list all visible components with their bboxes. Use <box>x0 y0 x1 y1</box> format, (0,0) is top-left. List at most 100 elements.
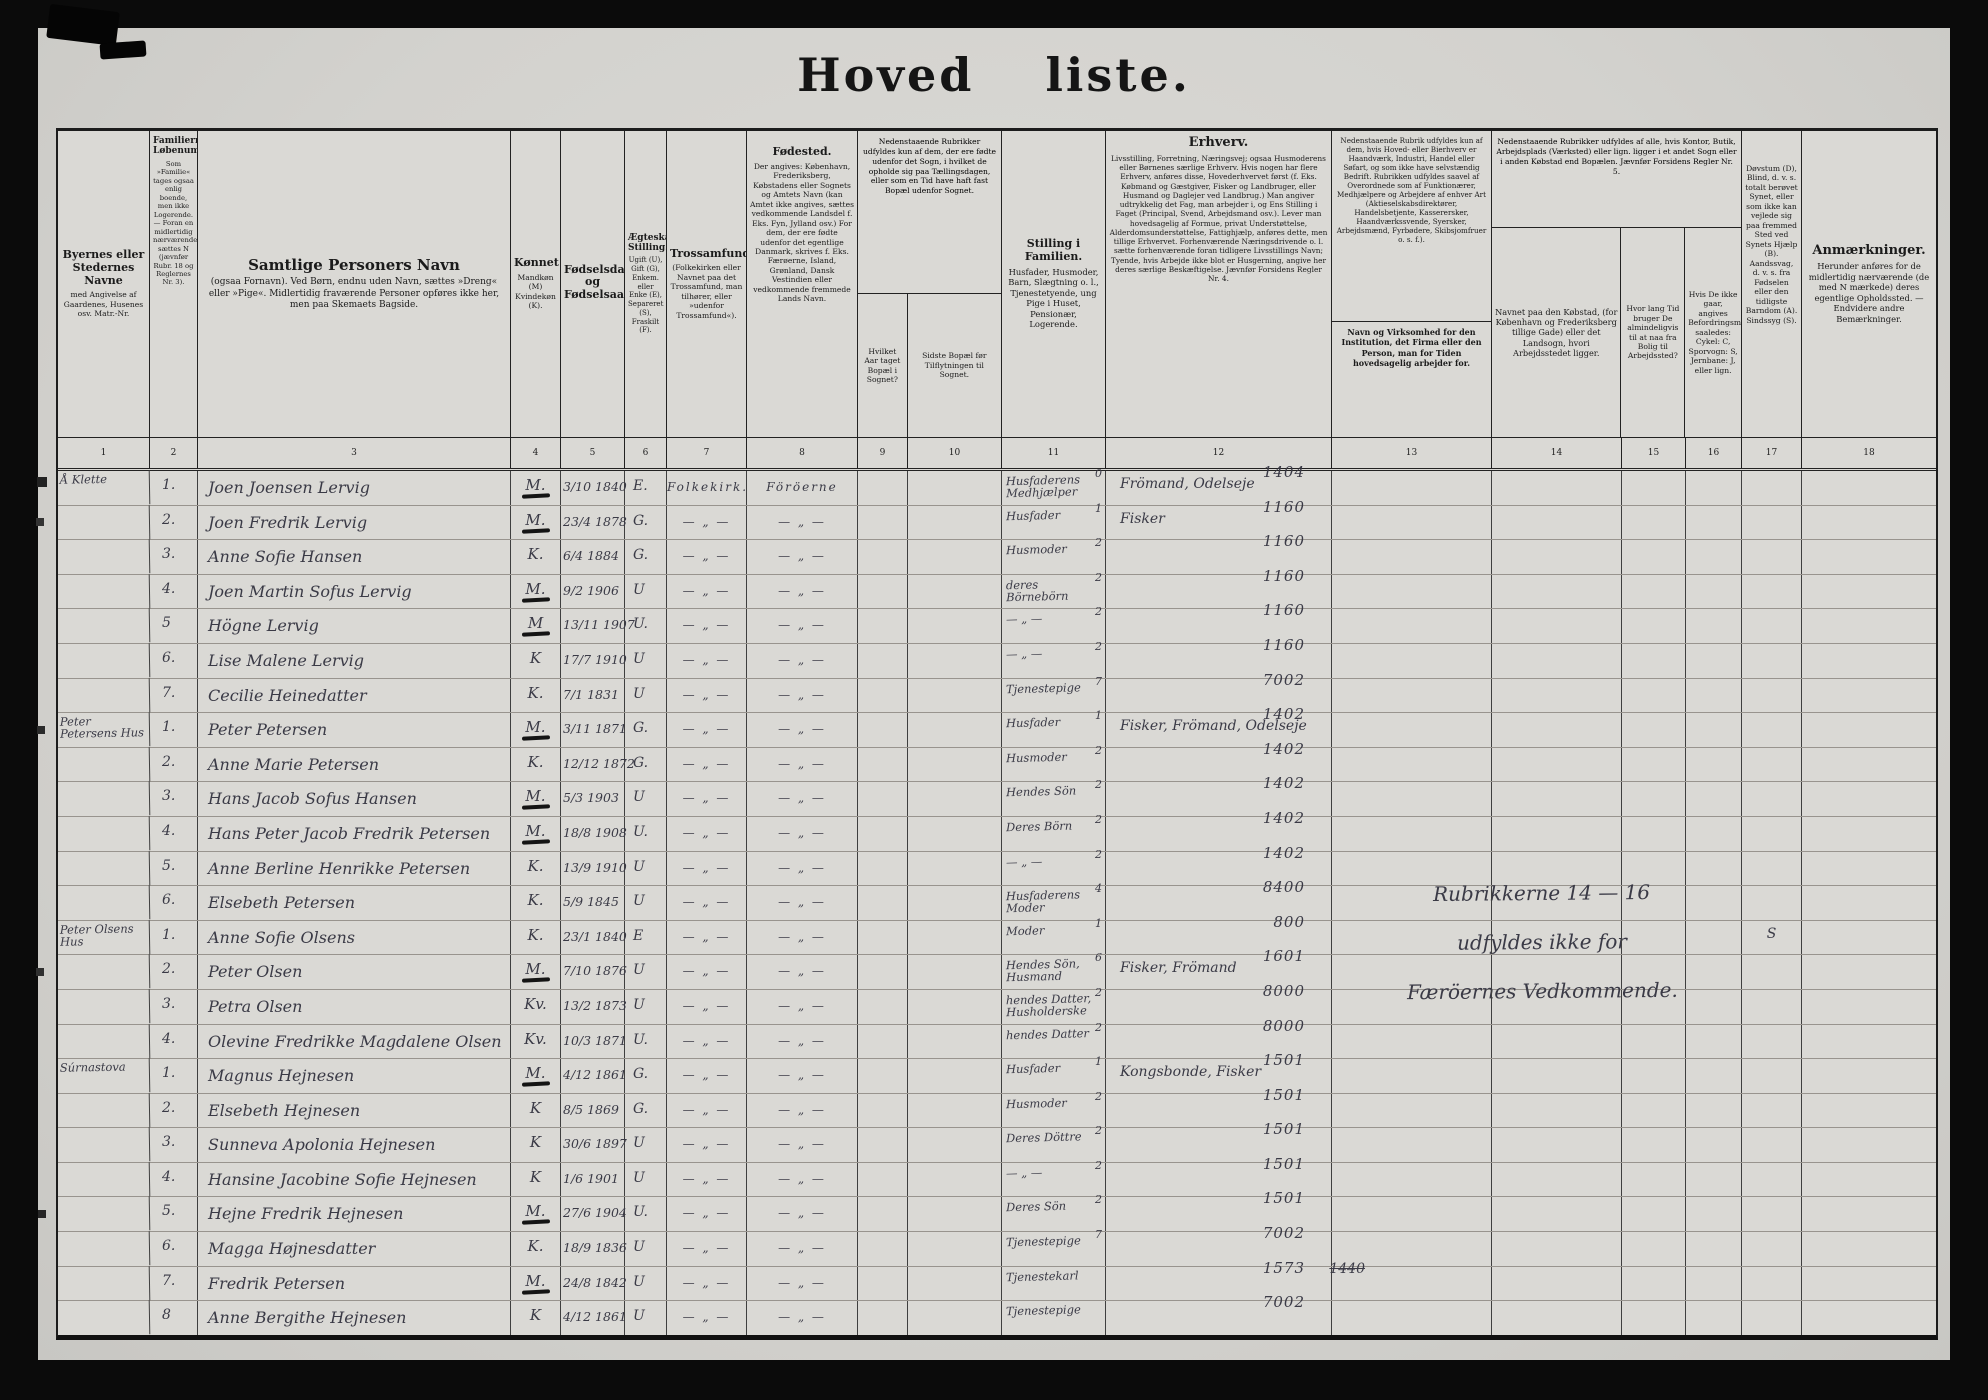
statistical-code: 1160 <box>1262 532 1305 551</box>
cell-occupation: Frömand, Odelseje 1404 <box>1106 463 1332 505</box>
cell-workplace <box>1492 1059 1622 1093</box>
cell-disability <box>1742 1266 1802 1301</box>
cell-place <box>57 677 151 713</box>
cell-name: Hans Peter Jacob Fredrik Petersen <box>198 816 511 851</box>
cell-family-number: 2. <box>150 1093 198 1128</box>
statistical-code: 800 <box>1273 912 1305 931</box>
cell-year-moved <box>858 1232 908 1266</box>
sex-letter: K <box>529 1167 542 1186</box>
col-number: 13 <box>1332 438 1492 468</box>
cell-family-number: 4. <box>150 1024 198 1059</box>
cell-faith: — „ — <box>667 747 747 782</box>
cell-commute-time <box>1622 505 1686 540</box>
cell-disability <box>1742 678 1802 713</box>
cell-sex: K <box>511 643 561 678</box>
cell-marital: U <box>625 782 667 816</box>
tally-mark <box>521 1081 550 1087</box>
cell-place <box>57 954 151 990</box>
cell-commute-time <box>1622 1093 1686 1128</box>
cell-last-residence <box>908 1024 1002 1059</box>
cell-birthplace: — „ — <box>747 989 858 1024</box>
cell-remarks <box>1802 817 1936 851</box>
cell-sex: K. <box>511 540 561 574</box>
cell-name: Joen Martin Sofus Lervig <box>198 574 511 609</box>
statistical-code: 1402 <box>1262 739 1305 758</box>
cell-last-residence <box>908 955 1002 989</box>
cell-faith: — „ — <box>667 505 747 540</box>
cell-birthplace: — „ — <box>747 540 858 574</box>
cell-remarks <box>1802 1301 1936 1335</box>
position-code: 1 <box>1095 1055 1102 1069</box>
cell-last-residence <box>908 713 1002 747</box>
sex-letter: M. <box>525 821 546 840</box>
cell-year-moved <box>858 886 908 920</box>
cell-faith: — „ — <box>667 920 747 955</box>
cell-last-residence <box>908 609 1002 643</box>
cell-family-number: 2. <box>150 505 198 540</box>
cell-family-position: Husmoder 2 <box>1002 536 1106 574</box>
statistical-code: 1402 <box>1262 705 1305 724</box>
position-text: Husfaderens Moder <box>1005 887 1081 916</box>
cell-faith: — „ — <box>667 713 747 747</box>
cell-disability: S <box>1742 920 1802 955</box>
position-text: — „ — <box>1005 853 1043 869</box>
cell-year-moved <box>858 989 908 1024</box>
cell-commute-time <box>1622 1059 1686 1093</box>
header-disability: Døvstum (D), Blind, d. v. s. totalt berø… <box>1742 131 1802 437</box>
cell-sex: M. <box>511 505 561 540</box>
position-text: Hendes Sön <box>1005 783 1077 800</box>
cell-family-position: Husfaderens Moder 4 <box>1002 882 1106 920</box>
cell-occupation: 1160 <box>1106 567 1332 609</box>
cell-year-moved <box>858 471 908 505</box>
cell-family-number: 1. <box>150 713 198 747</box>
statistical-code: 1501 <box>1262 1154 1305 1173</box>
cell-commute-time <box>1622 609 1686 643</box>
cell-name: Fredrik Petersen <box>198 1266 511 1301</box>
cell-birthdate: 23/1 1840 <box>561 920 627 955</box>
header-commute-time: Hvor lang Tid bruger De almindeligvis ti… <box>1621 228 1686 437</box>
cell-birthdate: 4/12 1861 <box>561 1059 627 1093</box>
cell-commute-time <box>1622 955 1686 989</box>
cell-year-moved <box>858 609 908 643</box>
table-row: 2. Elsebeth Hejnesen K 8/5 1869 G. — „ —… <box>57 1086 1936 1129</box>
cell-family-number: 6. <box>150 1232 198 1266</box>
col-number: 17 <box>1742 438 1802 468</box>
cell-workplace <box>1492 955 1622 989</box>
cell-birthplace: — „ — <box>747 955 858 989</box>
cell-employer <box>1332 782 1492 816</box>
statistical-code: 8000 <box>1262 981 1305 1000</box>
cell-sex: M. <box>511 1059 561 1093</box>
table-header: Byernes eller Stedernes Navne med Angive… <box>58 131 1936 438</box>
cell-last-residence <box>908 1059 1002 1093</box>
position-code: 2 <box>1095 1158 1102 1172</box>
cell-remarks <box>1802 575 1936 609</box>
table-row: 3. Anne Sofie Hansen K. 6/4 1884 G. — „ … <box>57 532 1936 575</box>
cell-occupation: Fisker, Frömand 1601 <box>1106 947 1332 989</box>
sex-letter: K <box>529 1133 542 1152</box>
cell-faith: — „ — <box>667 851 747 886</box>
cell-faith: — „ — <box>667 678 747 713</box>
col-number: 9 <box>858 438 908 468</box>
cell-occupation: 7002 <box>1106 1293 1332 1335</box>
cell-faith: — „ — <box>667 886 747 920</box>
position-code: 2 <box>1095 605 1102 619</box>
col-number: 4 <box>511 438 561 468</box>
position-text: Hendes Sön, Husmand <box>1005 956 1080 985</box>
cell-commute-time <box>1622 540 1686 574</box>
cell-disability <box>1742 955 1802 989</box>
cell-transport <box>1686 643 1742 678</box>
cell-sex: K. <box>511 678 561 713</box>
header-name: Samtlige Personers Navn (ogsaa Fornavn).… <box>198 131 511 437</box>
cell-disability <box>1742 471 1802 505</box>
cell-workplace <box>1492 1301 1622 1335</box>
cell-family-position: Husfader 1 <box>1002 709 1106 747</box>
cell-workplace <box>1492 471 1622 505</box>
cell-year-moved <box>858 1059 908 1093</box>
cell-name: Anne Sofie Hansen <box>198 540 511 574</box>
cell-birthdate: 12/12 1872 <box>561 747 635 782</box>
cell-family-number: 5. <box>150 851 198 886</box>
cell-commute-time <box>1622 816 1686 851</box>
cell-workplace <box>1492 747 1622 782</box>
cell-name: Elsebeth Petersen <box>198 886 511 920</box>
occupation-text: Kongsbonde, Fisker <box>1120 1064 1262 1081</box>
